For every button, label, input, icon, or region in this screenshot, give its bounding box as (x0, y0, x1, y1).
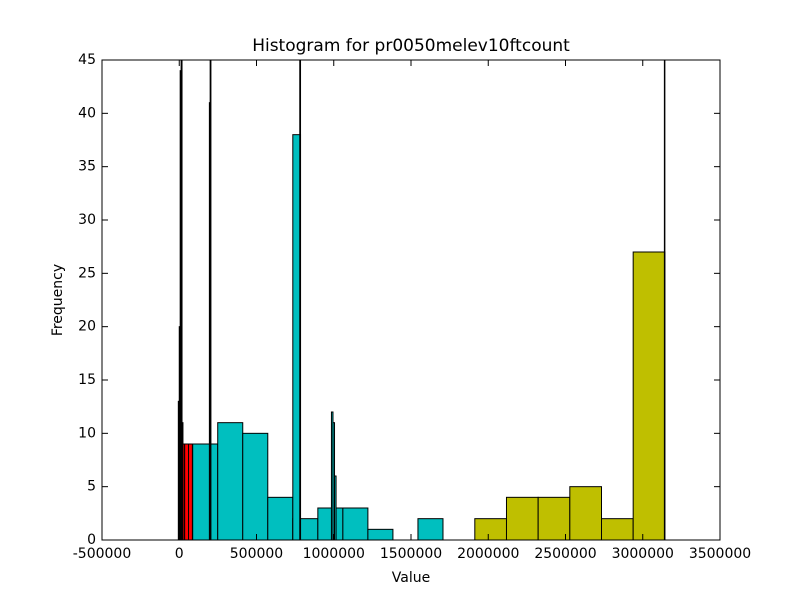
histogram-bar (505, 496, 539, 540)
histogram-bar (632, 251, 666, 540)
chart-title: Histogram for pr0050melev10ftcount (252, 36, 570, 56)
y-axis-label: Frequency (50, 264, 66, 336)
x-tick-label: 2500000 (534, 546, 596, 562)
histogram-bar (663, 60, 666, 540)
y-tick-label: 15 (78, 372, 96, 388)
x-tick-label: 0 (175, 546, 184, 562)
histogram-bar (417, 518, 444, 540)
y-tick-label: 35 (78, 159, 96, 175)
histogram-bar (267, 496, 294, 540)
bars (177, 60, 666, 540)
x-tick-label: 1500000 (380, 546, 442, 562)
x-tick-label: 500000 (230, 546, 283, 562)
x-tick-label: 2000000 (457, 546, 519, 562)
y-tick-label: 30 (78, 212, 96, 228)
histogram-bar (537, 496, 571, 540)
histogram-bar (317, 507, 344, 540)
histogram-bar (180, 60, 183, 540)
y-tick-label: 25 (78, 265, 96, 281)
histogram-bar (342, 507, 369, 540)
x-axis-label: Value (392, 570, 430, 586)
x-tick-label: -500000 (73, 546, 132, 562)
histogram-bar (569, 486, 602, 540)
histogram-bar (334, 475, 337, 540)
histogram-bar (217, 422, 244, 540)
histogram-bar (367, 528, 394, 540)
histogram-bar (242, 432, 269, 540)
y-tick-label: 10 (78, 425, 96, 441)
y-tick-label: 20 (78, 319, 96, 335)
histogram-bar (600, 518, 634, 540)
histogram-bar (299, 60, 302, 540)
x-tick-label: 1000000 (303, 546, 365, 562)
histogram-bar (192, 443, 219, 540)
x-tick-label: 3500000 (689, 546, 751, 562)
x-tick-label: 3000000 (612, 546, 674, 562)
histogram-bar (188, 443, 193, 540)
y-tick-label: 0 (87, 532, 96, 548)
histogram-bar (181, 422, 184, 540)
histogram-bar (184, 443, 190, 540)
histogram-bar (209, 60, 212, 540)
y-tick-label: 45 (78, 52, 96, 68)
y-tick-label: 40 (78, 105, 96, 121)
y-tick-label: 5 (87, 479, 96, 495)
histogram-bar (474, 518, 507, 540)
